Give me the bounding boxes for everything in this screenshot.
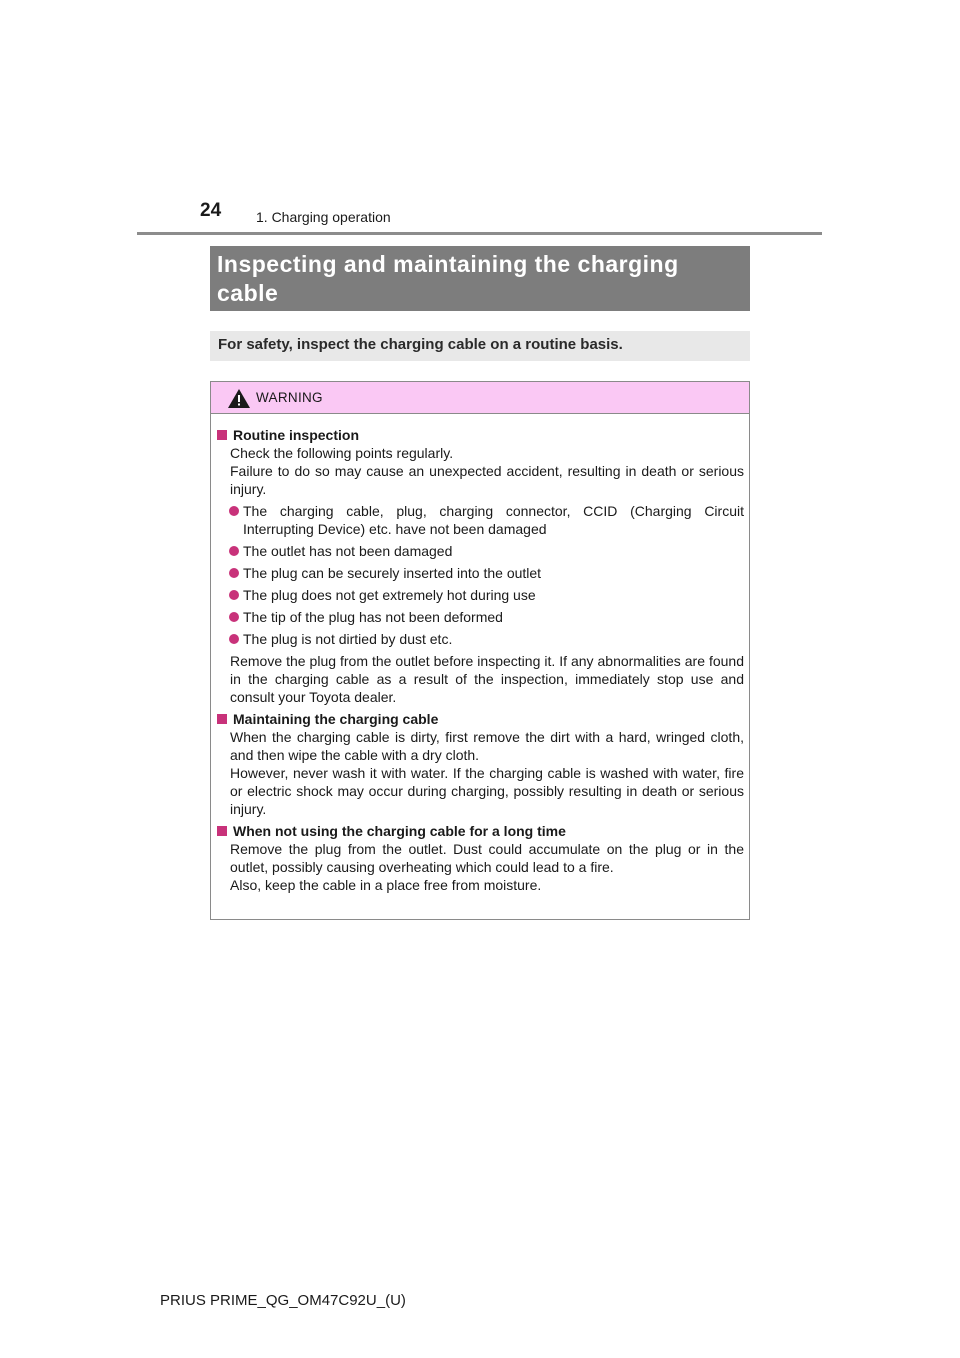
circle-bullet-icon xyxy=(229,634,239,644)
intro-bar: For safety, inspect the charging cable o… xyxy=(210,331,750,361)
circle-bullet-icon xyxy=(229,590,239,600)
square-bullet-icon xyxy=(217,430,227,440)
not-using-line-1: Remove the plug from the outlet. Dust co… xyxy=(230,841,744,875)
section-label: 1. Charging operation xyxy=(256,209,391,225)
list-item: The plug is not dirtied by dust etc. xyxy=(216,630,744,648)
header-divider xyxy=(137,232,822,235)
routine-inspection-heading: Routine inspection xyxy=(216,426,744,444)
list-item: The outlet has not been damaged xyxy=(216,542,744,560)
warning-label: WARNING xyxy=(256,390,323,405)
routine-line-2: Failure to do so may cause an unexpected… xyxy=(230,463,744,497)
circle-bullet-icon xyxy=(229,506,239,516)
heading-text: Routine inspection xyxy=(233,427,359,443)
maintaining-line-1: When the charging cable is dirty, first … xyxy=(230,729,744,763)
square-bullet-icon xyxy=(217,714,227,724)
routine-line-1: Check the following points regularly. xyxy=(230,445,454,461)
circle-bullet-icon xyxy=(229,568,239,578)
heading-text: When not using the charging cable for a … xyxy=(233,823,566,839)
list-item-text: The tip of the plug has not been deforme… xyxy=(243,609,503,625)
warning-box: WARNING Routine inspection Check the fol… xyxy=(210,381,750,920)
list-item-text: The plug is not dirtied by dust etc. xyxy=(243,631,453,647)
list-item: The plug can be securely inserted into t… xyxy=(216,564,744,582)
page-number: 24 xyxy=(200,200,222,221)
list-item-text: The charging cable, plug, charging conne… xyxy=(243,503,744,537)
list-item: The tip of the plug has not been deforme… xyxy=(216,608,744,626)
list-item-text: The plug does not get extremely hot duri… xyxy=(243,587,536,603)
circle-bullet-icon xyxy=(229,612,239,622)
square-bullet-icon xyxy=(217,826,227,836)
list-item: The plug does not get extremely hot duri… xyxy=(216,586,744,604)
warning-triangle-icon xyxy=(228,389,250,408)
list-item-text: The plug can be securely inserted into t… xyxy=(243,565,542,581)
list-item: The charging cable, plug, charging conne… xyxy=(216,502,744,538)
list-item-text: The outlet has not been damaged xyxy=(243,543,453,559)
maintaining-heading: Maintaining the charging cable xyxy=(216,710,744,728)
heading-text: Maintaining the charging cable xyxy=(233,711,439,727)
not-using-heading: When not using the charging cable for a … xyxy=(216,822,744,840)
circle-bullet-icon xyxy=(229,546,239,556)
warning-header: WARNING xyxy=(211,382,749,414)
title-bar: Inspecting and maintaining the charging … xyxy=(210,246,750,311)
routine-after-text: Remove the plug from the outlet before i… xyxy=(230,653,744,705)
not-using-line-2: Also, keep the cable in a place free fro… xyxy=(230,877,542,893)
maintaining-line-2: However, never wash it with water. If th… xyxy=(230,765,744,817)
intro-text: For safety, inspect the charging cable o… xyxy=(218,336,623,353)
footer-document-code: PRIUS PRIME_QG_OM47C92U_(U) xyxy=(160,1292,406,1309)
warning-body: Routine inspection Check the following p… xyxy=(216,426,744,894)
page-title: Inspecting and maintaining the charging … xyxy=(217,251,679,306)
